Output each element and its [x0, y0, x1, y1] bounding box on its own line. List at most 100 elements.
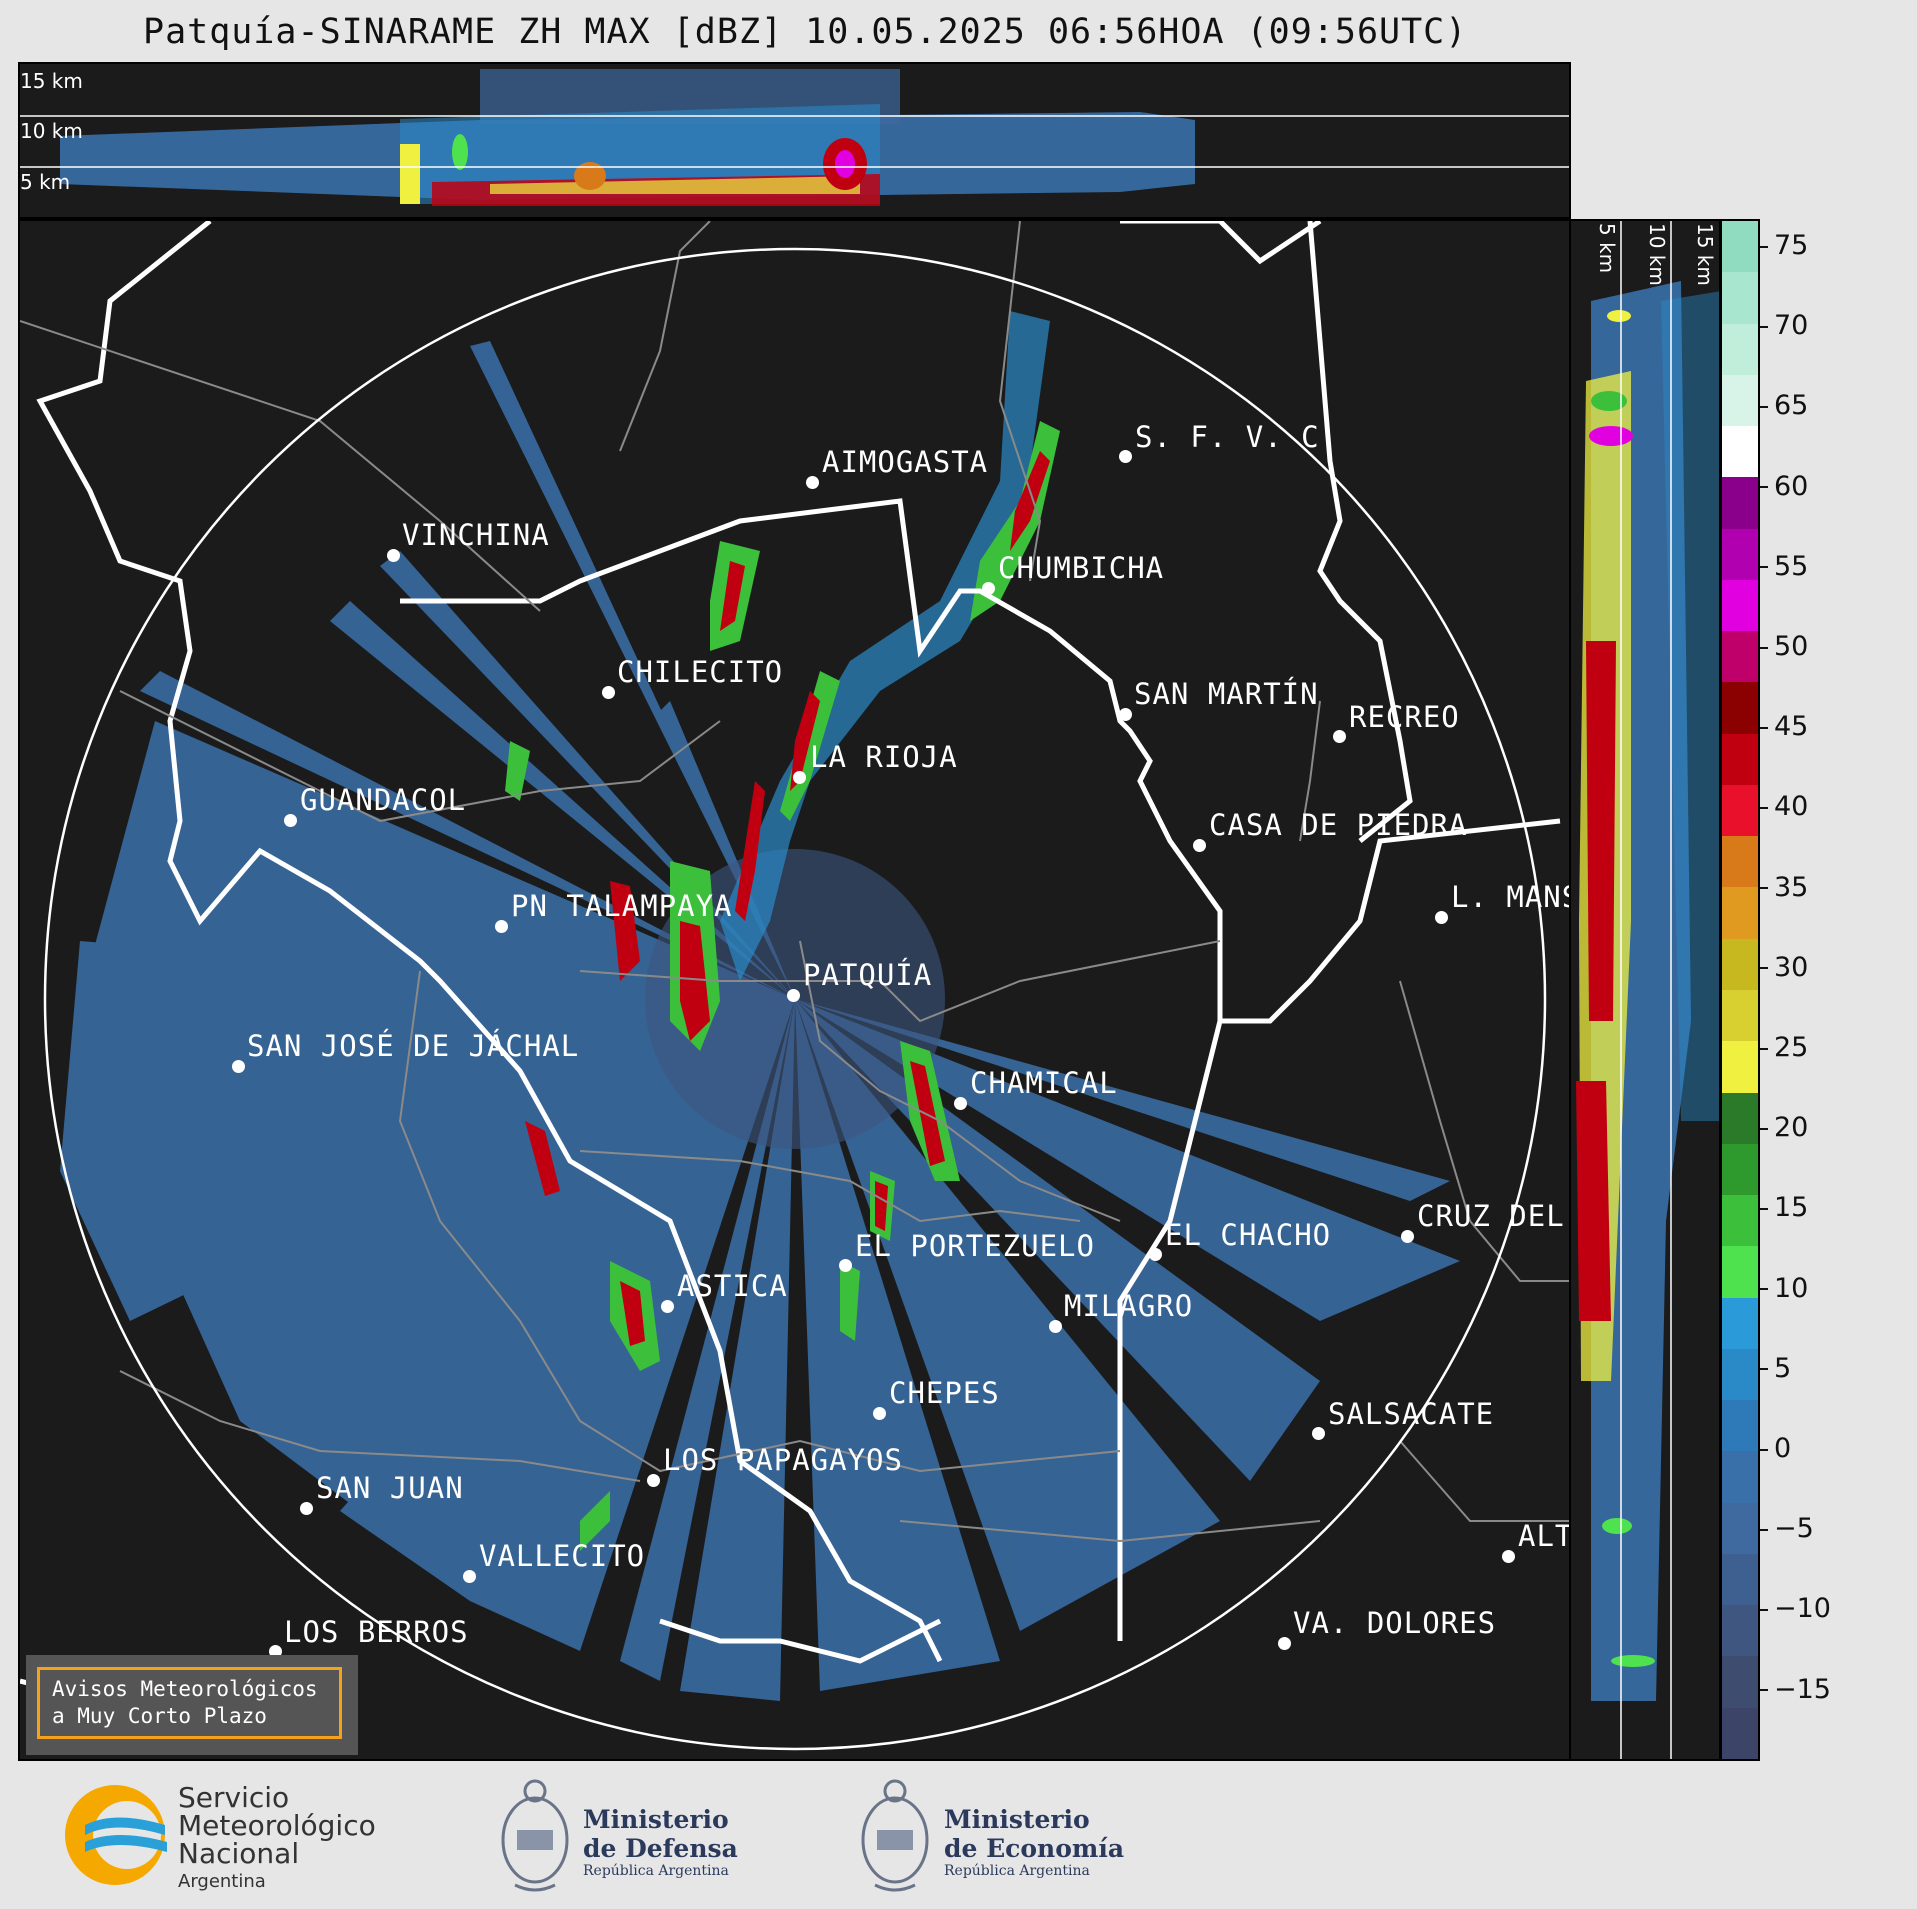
altitude-label-15km: 15 km: [20, 69, 83, 93]
colorbar-segment: [1722, 1297, 1758, 1349]
city-dot-salsacate: [1312, 1427, 1325, 1440]
colorbar-tick-label: 45: [1760, 711, 1808, 742]
city-label-alt: ALT: [1518, 1519, 1574, 1553]
city-dot-cruz-del: [1401, 1230, 1414, 1243]
city-label-los-berros: LOS BERROS: [284, 1615, 469, 1649]
city-label-pn-talampaya: PN TALAMPAYA: [511, 889, 733, 923]
defensa-logo-text: Ministerio de Defensa República Argentin…: [583, 1805, 738, 1879]
colorbar-tick-label: 35: [1760, 872, 1808, 903]
city-label-sfvc: S. F. V. C.: [1135, 420, 1339, 454]
altitude-label-5km: 5 km: [20, 170, 71, 194]
colorbar-segment: [1722, 1502, 1758, 1554]
colorbar-tick-label: 5: [1760, 1353, 1791, 1384]
colorbar-tick-label: 10: [1760, 1273, 1808, 1304]
side-altitude-label-10km: 10 km: [1645, 223, 1669, 286]
colorbar-segment: [1722, 631, 1758, 683]
city-label-la-rioja: LA RIOJA: [810, 740, 958, 774]
defensa-line-2: de Defensa: [583, 1834, 738, 1863]
city-dot-la-rioja: [793, 771, 806, 784]
radar-site-dot-patquia: [787, 989, 800, 1002]
city-dot-vinchina: [387, 549, 400, 562]
city-dot-guandacol: [284, 814, 297, 827]
altitude-label-10km: 10 km: [20, 119, 83, 143]
notice-line-2: a Muy Corto Plazo: [52, 1704, 267, 1728]
city-label-l-mans: L. MANS: [1451, 880, 1581, 914]
city-dot-san-juan: [300, 1502, 313, 1515]
city-dot-chumbicha: [982, 582, 995, 595]
city-label-el-chacho: EL CHACHO: [1165, 1218, 1332, 1252]
economia-coat-of-arms-icon: [861, 1779, 929, 1892]
department-borders: [20, 221, 1569, 1543]
colorbar-segment: [1722, 887, 1758, 939]
city-dot-casa-de-piedra: [1193, 839, 1206, 852]
city-dot-alt: [1502, 1550, 1515, 1563]
colorbar-segment: [1722, 1605, 1758, 1657]
colorbar-tick-label: 25: [1760, 1032, 1808, 1063]
top-cross-section-panel: 15 km 10 km 5 km: [18, 62, 1571, 219]
defensa-coat-of-arms-icon: [501, 1779, 569, 1892]
city-dot-sfvc: [1119, 450, 1132, 463]
city-label-san-juan: SAN JUAN: [316, 1471, 464, 1505]
colorbar-segment: [1722, 1041, 1758, 1093]
colorbar-segment: [1722, 1656, 1758, 1708]
city-dot-los-papagayos: [647, 1474, 660, 1487]
dbz-colorbar: [1720, 219, 1760, 1761]
colorbar-tick-label: −5: [1760, 1513, 1814, 1544]
city-label-vallecito: VALLECITO: [479, 1539, 646, 1573]
province-borders: [20, 221, 1561, 1724]
colorbar-segment: [1722, 682, 1758, 734]
colorbar-tick-label: 55: [1760, 551, 1808, 582]
colorbar-segment: [1722, 528, 1758, 580]
economia-line-2: de Economía: [944, 1834, 1125, 1863]
colorbar-segment: [1722, 579, 1758, 632]
economia-line-1: Ministerio: [944, 1805, 1090, 1834]
city-label-el-portezuelo: EL PORTEZUELO: [855, 1229, 1095, 1263]
side-cross-section-plot: [1571, 221, 1719, 1759]
defensa-line-3: República Argentina: [583, 1863, 729, 1879]
city-label-milagro: MILAGRO: [1064, 1289, 1194, 1323]
colorbar-segment: [1722, 989, 1758, 1042]
colorbar-segment: [1722, 1348, 1758, 1401]
city-label-aimogasta: AIMOGASTA: [822, 445, 989, 479]
notice-line-1: Avisos Meteorológicos: [52, 1677, 318, 1701]
colorbar-tick-label: 0: [1760, 1433, 1791, 1464]
colorbar-tick-label: 30: [1760, 952, 1808, 983]
colorbar-segment: [1722, 1553, 1758, 1606]
city-dot-vallecito: [463, 1570, 476, 1583]
city-label-san-martin: SAN MARTÍN: [1134, 677, 1319, 711]
smn-line-1: Servicio: [178, 1781, 290, 1814]
range-ring: [43, 247, 1547, 1751]
city-dot-va-dolores: [1278, 1637, 1291, 1650]
smn-line-2: Meteorológico: [178, 1809, 376, 1842]
city-dot-astica: [661, 1300, 674, 1313]
colorbar-segment: [1722, 374, 1758, 427]
colorbar-segment: [1722, 1143, 1758, 1196]
colorbar-tick-label: 60: [1760, 471, 1808, 502]
city-label-chamical: CHAMICAL: [970, 1066, 1118, 1100]
city-label-astica: ASTICA: [677, 1269, 788, 1303]
colorbar-segment: [1722, 1400, 1758, 1452]
defensa-line-1: Ministerio: [583, 1805, 729, 1834]
city-label-chilecito: CHILECITO: [617, 655, 784, 689]
colorbar-tick-label: 65: [1760, 390, 1808, 421]
city-label-casa-de-piedra: CASA DE PIEDRA: [1209, 808, 1468, 842]
side-altitude-label-15km: 15 km: [1693, 223, 1717, 286]
colorbar-segment: [1722, 221, 1758, 273]
city-dot-milagro: [1049, 1320, 1062, 1333]
city-label-chepes: CHEPES: [889, 1376, 1000, 1410]
smn-logo-text: Servicio Meteorológico Nacional Argentin…: [178, 1784, 376, 1896]
colorbar-tick-label: −10: [1760, 1593, 1831, 1624]
city-dot-chilecito: [602, 686, 615, 699]
economia-line-3: República Argentina: [944, 1863, 1090, 1879]
city-label-los-papagayos: LOS PAPAGAYOS: [663, 1443, 903, 1477]
colorbar-segment: [1722, 784, 1758, 837]
city-dot-el-chacho: [1149, 1248, 1162, 1261]
city-label-chumbicha: CHUMBICHA: [998, 551, 1165, 585]
colorbar-segment: [1722, 323, 1758, 375]
city-dot-pn-talampaya: [495, 920, 508, 933]
colorbar-segment: [1722, 477, 1758, 529]
city-dot-chamical: [954, 1097, 967, 1110]
colorbar-segment: [1722, 836, 1758, 888]
colorbar-tick-label: 40: [1760, 791, 1808, 822]
city-dot-san-martin: [1119, 708, 1132, 721]
